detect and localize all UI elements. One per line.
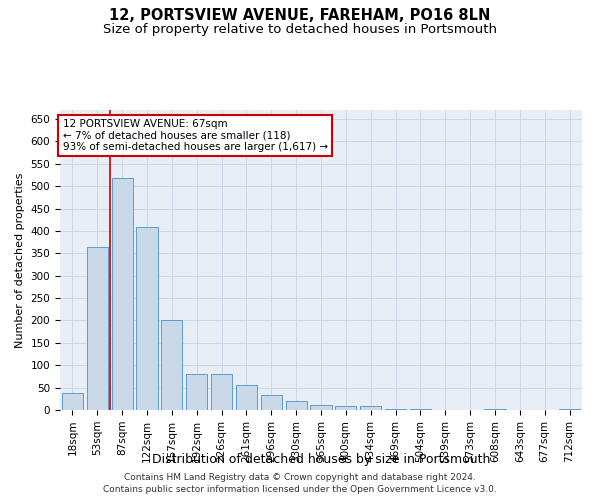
Bar <box>136 227 158 410</box>
Bar <box>385 408 406 410</box>
Bar <box>211 374 232 410</box>
Bar <box>261 395 282 410</box>
Bar <box>484 408 506 410</box>
Text: Contains public sector information licensed under the Open Government Licence v3: Contains public sector information licen… <box>103 485 497 494</box>
Bar <box>112 178 133 410</box>
Bar <box>62 394 83 410</box>
Bar <box>286 400 307 410</box>
Bar <box>360 406 381 410</box>
Bar <box>87 248 108 410</box>
Bar <box>236 386 257 410</box>
Bar <box>559 408 580 410</box>
Bar <box>186 374 207 410</box>
Text: Size of property relative to detached houses in Portsmouth: Size of property relative to detached ho… <box>103 22 497 36</box>
Text: Distribution of detached houses by size in Portsmouth: Distribution of detached houses by size … <box>152 452 490 466</box>
Text: 12 PORTSVIEW AVENUE: 67sqm
← 7% of detached houses are smaller (118)
93% of semi: 12 PORTSVIEW AVENUE: 67sqm ← 7% of detac… <box>62 119 328 152</box>
Text: 12, PORTSVIEW AVENUE, FAREHAM, PO16 8LN: 12, PORTSVIEW AVENUE, FAREHAM, PO16 8LN <box>109 8 491 22</box>
Bar <box>335 406 356 410</box>
Bar <box>161 320 182 410</box>
Bar <box>310 404 332 410</box>
Y-axis label: Number of detached properties: Number of detached properties <box>15 172 25 348</box>
Text: Contains HM Land Registry data © Crown copyright and database right 2024.: Contains HM Land Registry data © Crown c… <box>124 472 476 482</box>
Bar <box>410 408 431 410</box>
